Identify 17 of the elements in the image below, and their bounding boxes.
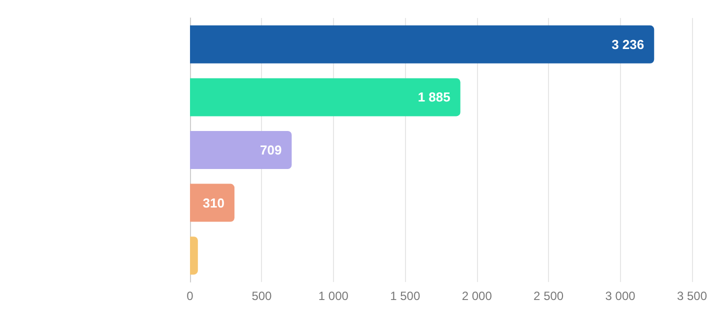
- x-tick-label: 3 500: [676, 289, 708, 303]
- data-label: 709: [260, 142, 282, 158]
- x-tick-label: 2 500: [534, 289, 564, 303]
- data-label: 1 885: [418, 90, 450, 105]
- x-tick-label: 500: [252, 289, 272, 303]
- bar: [190, 25, 654, 64]
- bar: [190, 236, 198, 275]
- data-label: 3 236: [612, 36, 644, 52]
- x-tick-label: 2 000: [462, 289, 492, 303]
- x-tick-label: 1 500: [390, 289, 420, 303]
- x-tick-label: 3 000: [605, 289, 636, 303]
- x-tick-label: 0: [186, 289, 194, 303]
- data-label: 310: [202, 195, 224, 210]
- x-tick-label: 1 000: [318, 289, 349, 303]
- bar: [190, 184, 234, 222]
- bar: [190, 130, 292, 170]
- bar: [190, 78, 460, 116]
